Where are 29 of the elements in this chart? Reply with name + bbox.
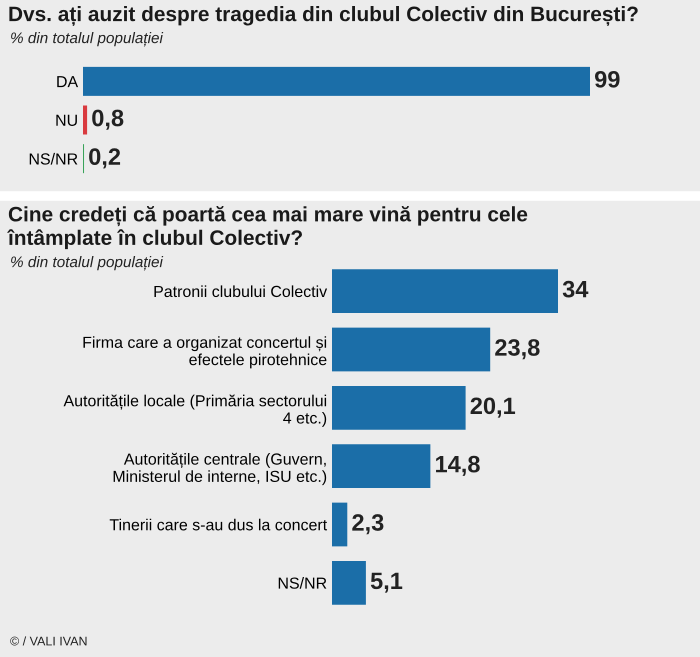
chart-title: Cine credeți că poartă cea mai mare vină pentru cele întâmplate în clubul Colectiv?: [7, 206, 528, 250]
data-label: 34: [562, 280, 588, 298]
y-tick-label: Autoritățile centrale (Guvern, Ministerul de interne, ISU etc.): [114, 452, 326, 486]
y-tick-label: Tinerii care s-au dus la concert: [110, 518, 328, 530]
data-label: 14,8: [436, 456, 480, 476]
data-label: 2,3: [352, 514, 384, 534]
y-tick-label: Firma care a organizat concertul și efectele pirotehnice: [83, 336, 326, 368]
text: © / VALI IVAN: [10, 636, 87, 646]
y-tick-label: NS/NR: [278, 577, 326, 589]
y-tick-label: NS/NR: [30, 152, 78, 165]
y-tick-label: NU: [56, 114, 77, 126]
data-label: 0,8: [92, 110, 124, 130]
data-label: 0,2: [89, 148, 120, 168]
chart-title: Dvs. ați auzit despre tragedia din clubul Colectiv din București?: [9, 6, 638, 26]
bar: [332, 502, 348, 546]
y-tick-label: Patronii clubului Colectiv: [154, 285, 328, 298]
data-label: 23,8: [495, 339, 540, 360]
data-label: 99: [594, 70, 620, 88]
bar: [332, 444, 430, 488]
bar: [332, 328, 490, 372]
bar: [332, 269, 558, 314]
bar: [332, 386, 466, 430]
y-tick-label: Autoritățile locale (Primăria sectorului 4 etc.): [64, 394, 326, 427]
text: % din totalul populației: [11, 256, 164, 270]
bar: [332, 560, 366, 605]
data-label: 20,1: [470, 397, 516, 418]
y-tick-label: DA: [57, 76, 78, 88]
chart-subtitle: % din totalul populației: [11, 32, 164, 46]
data-label: 5,1: [370, 572, 402, 593]
